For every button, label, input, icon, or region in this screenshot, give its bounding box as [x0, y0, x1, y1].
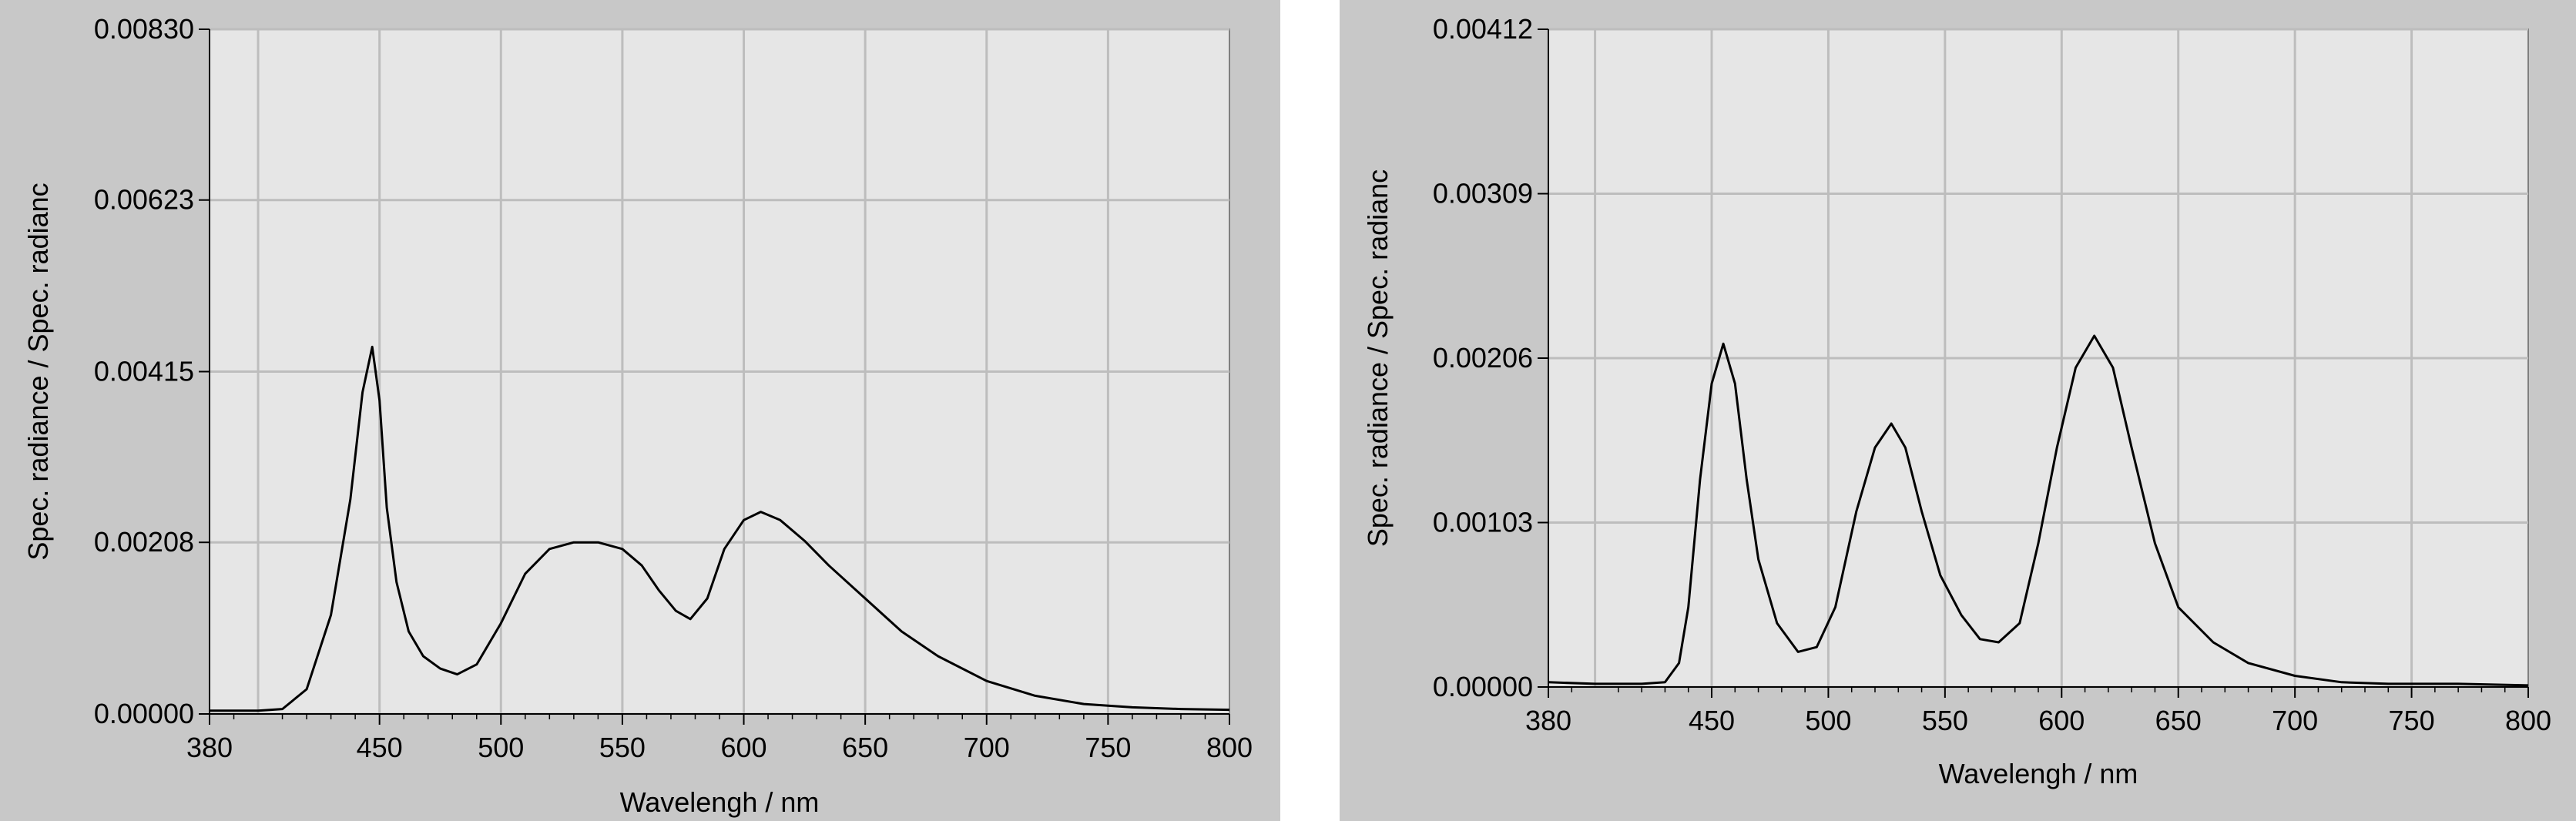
x-tick-label: 800	[1206, 732, 1253, 763]
x-tick-label: 450	[357, 732, 403, 763]
x-tick-label: 600	[720, 732, 766, 763]
x-tick-label: 550	[599, 732, 646, 763]
spectrum-line	[1548, 334, 2529, 687]
y-tick-label: 0.00000	[94, 698, 194, 729]
y-tick-label: 0.00415	[94, 356, 194, 387]
x-axis-title: Wavelengh / nm	[1939, 758, 2138, 789]
x-tick-label: 380	[186, 732, 233, 763]
y-tick-label: 0.00412	[1433, 13, 1533, 45]
x-tick-label: 700	[2272, 705, 2318, 736]
x-tick-label: 650	[2155, 705, 2202, 736]
x-tick-label: 800	[2505, 705, 2551, 736]
x-tick-label: 500	[1805, 705, 1851, 736]
x-tick-label: 500	[478, 732, 524, 763]
x-tick-label: 650	[842, 732, 888, 763]
chart-panel-right: 0.00000 0.00103 0.00206 0.00309 0.00412 380 45…	[1340, 0, 2576, 821]
spectrum-chart-left: 0.00000 0.00208 0.00415 0.00623 0.00830 380 45…	[22, 13, 1253, 818]
y-tick-label: 0.00206	[1433, 342, 1533, 374]
x-tick-label: 750	[1085, 732, 1131, 763]
y-tick-label: 0.00830	[94, 13, 194, 45]
spectrum-chart-right: 0.00000 0.00103 0.00206 0.00309 0.00412 380 45…	[1362, 13, 2551, 789]
chart-panel-left: 0.00000 0.00208 0.00415 0.00623 0.00830 380 45…	[0, 0, 1280, 821]
spectrum-line	[210, 345, 1230, 712]
y-tick-label: 0.00103	[1433, 507, 1533, 538]
y-axis-title: Spec. radiance / Spec. radianc	[1362, 169, 1394, 547]
y-tick-label: 0.00623	[94, 184, 194, 216]
x-tick-label: 600	[2038, 705, 2085, 736]
x-tick-label: 380	[1525, 705, 1571, 736]
y-tick-label: 0.00208	[94, 526, 194, 558]
x-tick-label: 550	[1922, 705, 1968, 736]
y-tick-label: 0.00309	[1433, 178, 1533, 209]
x-tick-label: 450	[1689, 705, 1735, 736]
x-tick-label: 700	[964, 732, 1010, 763]
y-axis-title: Spec. radiance / Spec. radianc	[22, 183, 54, 560]
x-axis-title: Wavelengh / nm	[620, 786, 820, 818]
y-tick-label: 0.00000	[1433, 671, 1533, 702]
x-tick-label: 750	[2389, 705, 2435, 736]
